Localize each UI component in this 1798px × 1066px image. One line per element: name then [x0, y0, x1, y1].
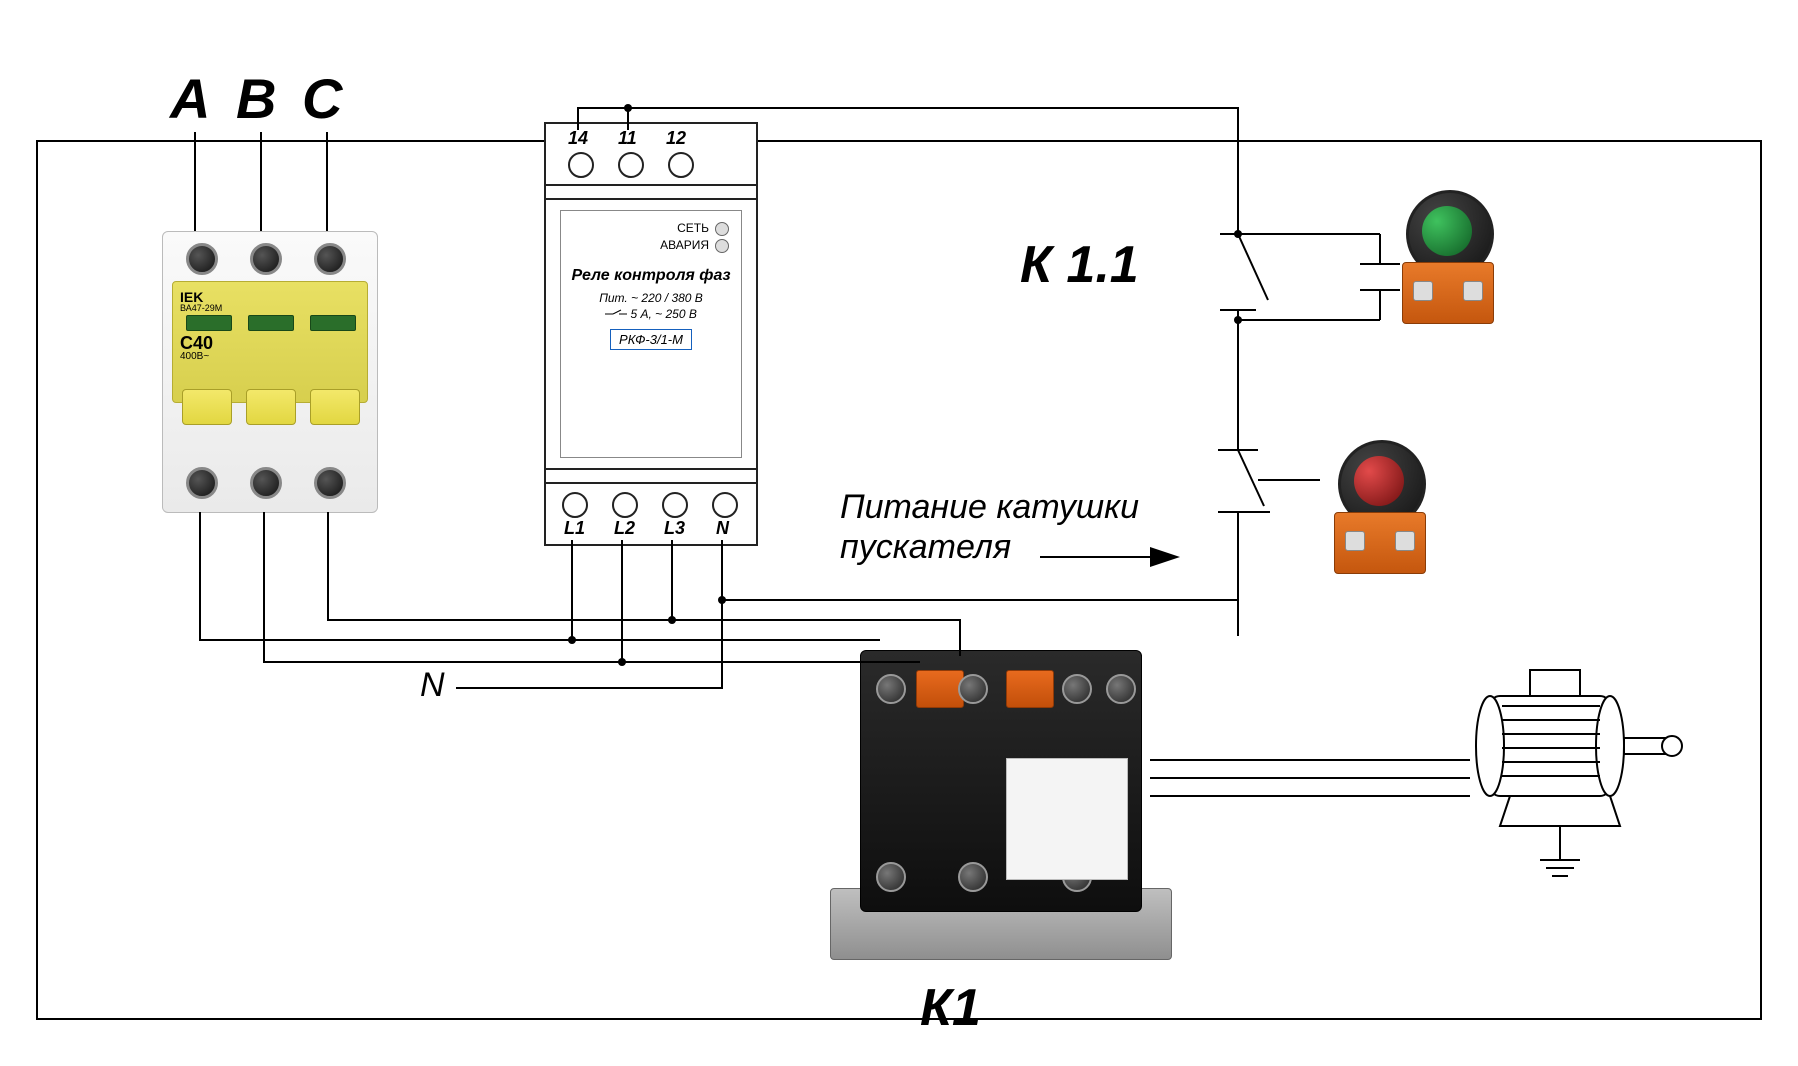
phase-label-c: C [302, 66, 342, 131]
relay-terminal-l3 [662, 492, 688, 518]
breaker-rating-sub: 400B~ [180, 351, 209, 362]
neutral-label: N [420, 666, 445, 705]
relay-led-net-icon [715, 222, 729, 236]
start-button-cap-icon [1422, 206, 1472, 256]
arrow-shaft [1040, 556, 1150, 558]
phase-label-a: A [170, 66, 210, 131]
contactor-terminal [1106, 674, 1136, 704]
motor-icon [1440, 640, 1700, 850]
breaker-terminal-bot [250, 467, 282, 499]
breaker-window [186, 315, 232, 331]
breaker-terminal-bot [314, 467, 346, 499]
relay-led-alarm-icon [715, 239, 729, 253]
contactor-terminal [958, 674, 988, 704]
relay-band [546, 184, 756, 200]
breaker-toggle [310, 389, 360, 425]
breaker-terminal-top [186, 243, 218, 275]
contactor-terminal [958, 862, 988, 892]
relay-term-label-14: 14 [568, 128, 588, 149]
phase-control-relay: 14 11 12 СЕТЬ АВАРИЯ Реле контроля фаз П… [544, 122, 758, 546]
relay-title: Реле контроля фаз [561, 267, 741, 285]
breaker-window [248, 315, 294, 331]
relay-face: СЕТЬ АВАРИЯ Реле контроля фаз Пит. ~ 220… [560, 210, 742, 458]
relay-terminal-l2 [612, 492, 638, 518]
k11-label: К 1.1 [1020, 235, 1139, 295]
stop-button [1324, 440, 1434, 580]
relay-bot-label-l3: L3 [664, 518, 685, 539]
phase-label-b: B [236, 66, 276, 131]
breaker-model: ВА47-29М [180, 303, 222, 313]
circuit-breaker: IEK ВА47-29М C40 400B~ [150, 221, 388, 521]
relay-bot-label-l2: L2 [614, 518, 635, 539]
k1-label: К1 [920, 978, 981, 1038]
contactor-terminal [1062, 674, 1092, 704]
contactor-rating-label [1006, 758, 1128, 880]
breaker-toggle [182, 389, 232, 425]
relay-terminal-14 [568, 152, 594, 178]
contactor-k1 [830, 630, 1170, 960]
relay-term-label-12: 12 [666, 128, 686, 149]
coil-supply-text-2: пускателя [840, 528, 1011, 567]
relay-model-chip: РКФ-3/1-М [610, 329, 692, 350]
relay-led-alarm-label: АВАРИЯ [660, 238, 709, 252]
contactor-terminal [876, 862, 906, 892]
relay-terminal-12 [668, 152, 694, 178]
breaker-terminal-top [314, 243, 346, 275]
breaker-window [310, 315, 356, 331]
relay-term-label-11: 11 [618, 128, 637, 149]
contactor-terminal [876, 674, 906, 704]
stop-button-cap-icon [1354, 456, 1404, 506]
relay-spec1: Пит. ~ 220 / 380 В [561, 291, 741, 305]
contactor-button [1006, 670, 1054, 708]
relay-terminal-l1 [562, 492, 588, 518]
breaker-toggle [246, 389, 296, 425]
relay-bot-label-l1: L1 [564, 518, 585, 539]
button-base [1334, 512, 1426, 574]
relay-spec2: 5 А, ~ 250 В [630, 307, 696, 321]
button-base [1402, 262, 1494, 324]
relay-terminal-n [712, 492, 738, 518]
breaker-terminal-bot [186, 467, 218, 499]
relay-terminal-11 [618, 152, 644, 178]
coil-supply-text-1: Питание катушки [840, 488, 1139, 527]
breaker-terminal-top [250, 243, 282, 275]
relay-bottom-block: L1 L2 L3 N [546, 482, 756, 544]
relay-led-net-label: СЕТЬ [677, 221, 709, 235]
relay-top-block: 14 11 12 [546, 124, 756, 186]
relay-contact-icon [605, 309, 627, 319]
start-button [1392, 190, 1502, 330]
arrow-head-icon [1150, 547, 1180, 567]
relay-bot-label-n: N [716, 518, 729, 539]
contactor-button [916, 670, 964, 708]
